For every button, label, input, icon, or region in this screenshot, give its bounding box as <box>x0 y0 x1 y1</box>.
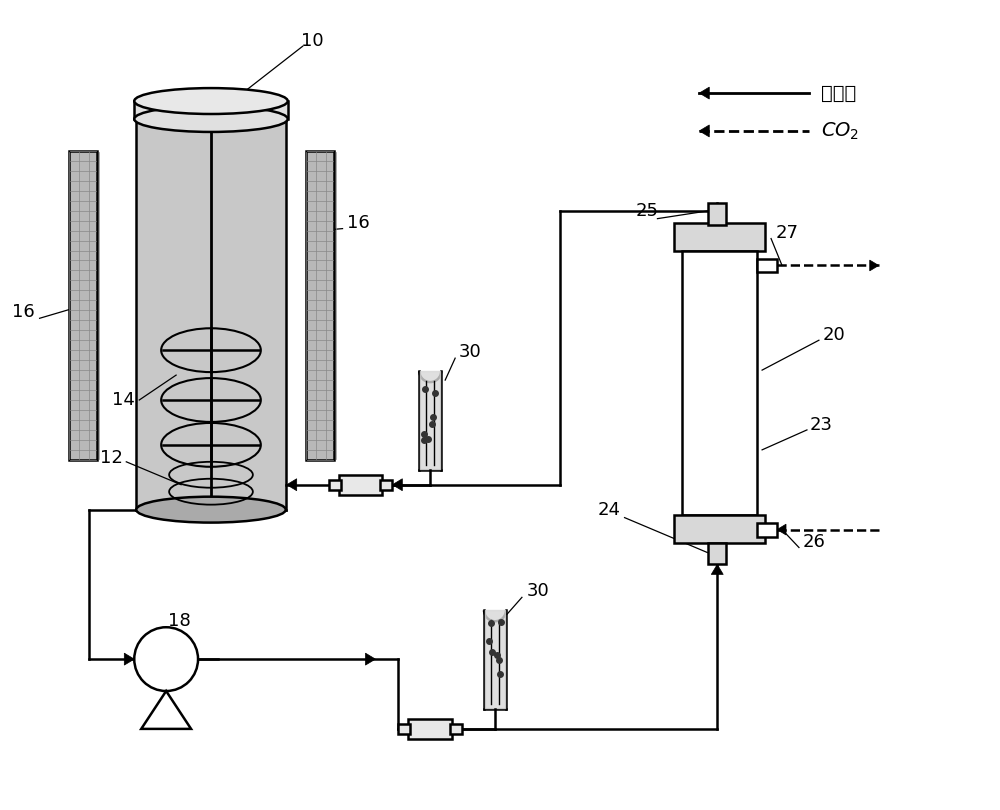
Text: 30: 30 <box>459 343 481 361</box>
Polygon shape <box>365 653 375 665</box>
Polygon shape <box>392 479 402 491</box>
Polygon shape <box>124 653 134 665</box>
Polygon shape <box>699 125 709 137</box>
Text: 23: 23 <box>809 416 832 434</box>
Bar <box>450 724 462 734</box>
Bar <box>398 724 410 734</box>
Bar <box>339 475 382 495</box>
Text: 12: 12 <box>100 449 123 467</box>
Text: 18: 18 <box>168 612 190 630</box>
Bar <box>134 101 288 119</box>
Text: 25: 25 <box>636 202 659 220</box>
Polygon shape <box>711 565 723 574</box>
Text: 26: 26 <box>802 532 825 551</box>
Text: 16: 16 <box>347 214 370 232</box>
Polygon shape <box>287 479 297 491</box>
Polygon shape <box>141 691 191 729</box>
Bar <box>136 114 286 509</box>
Text: 20: 20 <box>822 326 845 344</box>
Bar <box>708 543 726 565</box>
Bar <box>674 223 765 250</box>
Text: 培养基: 培养基 <box>821 83 856 103</box>
Polygon shape <box>777 524 786 535</box>
Polygon shape <box>870 260 879 271</box>
Bar <box>329 480 341 490</box>
Bar <box>380 480 392 490</box>
Circle shape <box>134 627 198 691</box>
Bar <box>682 250 757 514</box>
Text: 27: 27 <box>776 224 799 241</box>
Ellipse shape <box>136 497 286 522</box>
Ellipse shape <box>134 106 288 132</box>
Bar <box>757 258 777 272</box>
Text: 24: 24 <box>598 501 621 518</box>
Bar <box>69 151 97 460</box>
Ellipse shape <box>134 88 288 114</box>
Text: 10: 10 <box>301 32 324 50</box>
Bar <box>757 522 777 536</box>
Text: 14: 14 <box>112 391 135 409</box>
Bar <box>708 202 726 224</box>
Bar <box>408 719 452 739</box>
Text: $CO_2$: $CO_2$ <box>821 121 859 142</box>
Bar <box>306 151 334 460</box>
Text: 16: 16 <box>12 303 35 322</box>
Polygon shape <box>699 87 709 99</box>
Bar <box>674 514 765 543</box>
Text: 30: 30 <box>526 582 549 600</box>
